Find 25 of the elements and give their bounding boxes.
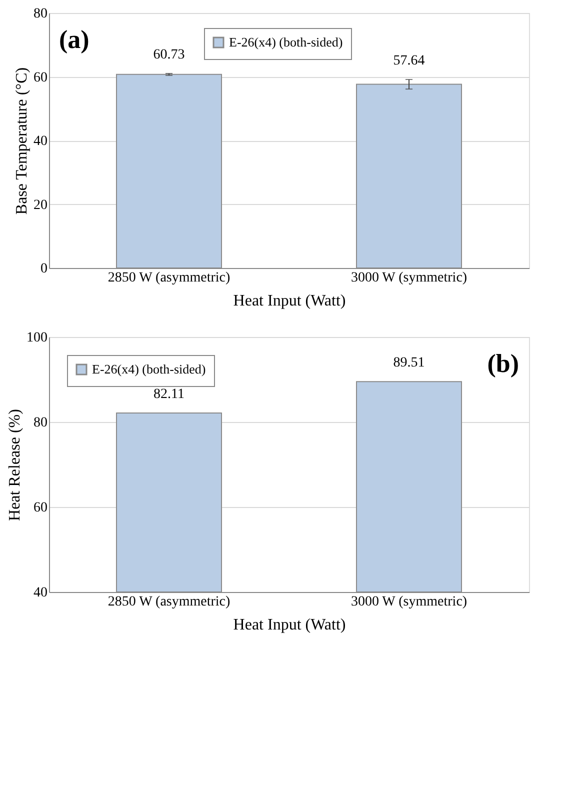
- legend-label: E-26(x4) (both-sided): [92, 362, 206, 376]
- x-tick-label: 2850 W (asymmetric): [108, 594, 231, 610]
- data-label: 82.11: [154, 387, 184, 402]
- y-tick-label: 40: [34, 586, 48, 600]
- y-axis-title: Heat Release (%): [6, 409, 24, 521]
- y-tick-label: 60: [34, 70, 48, 86]
- y-tick-label: 100: [26, 330, 48, 346]
- y-tick-label: 60: [34, 500, 48, 516]
- x-tick-label: 3000 W (symmetric): [350, 270, 468, 286]
- data-label: 57.64: [393, 53, 425, 68]
- data-label: 60.73: [153, 47, 185, 62]
- y-axis-title: Base Temperature (°C): [14, 67, 30, 215]
- legend-label: E-26(x4) (both-sided): [229, 34, 343, 50]
- annotation: (b): [487, 349, 519, 378]
- x-tick-label: 3000 W (symmetric): [350, 594, 468, 610]
- y-tick-label: 80: [34, 6, 48, 22]
- y-tick-label: 80: [34, 416, 48, 430]
- x-axis-title: Heat Input (Watt): [233, 292, 346, 310]
- y-tick-label: 20: [34, 198, 48, 213]
- y-tick-label: 40: [34, 134, 48, 149]
- data-label: 89.51: [393, 356, 425, 371]
- annotation: (a): [59, 25, 90, 54]
- y-tick-label: 0: [40, 262, 48, 276]
- x-axis-title: Heat Input (Watt): [233, 616, 346, 634]
- x-tick-label: 2850 W (asymmetric): [108, 270, 231, 286]
